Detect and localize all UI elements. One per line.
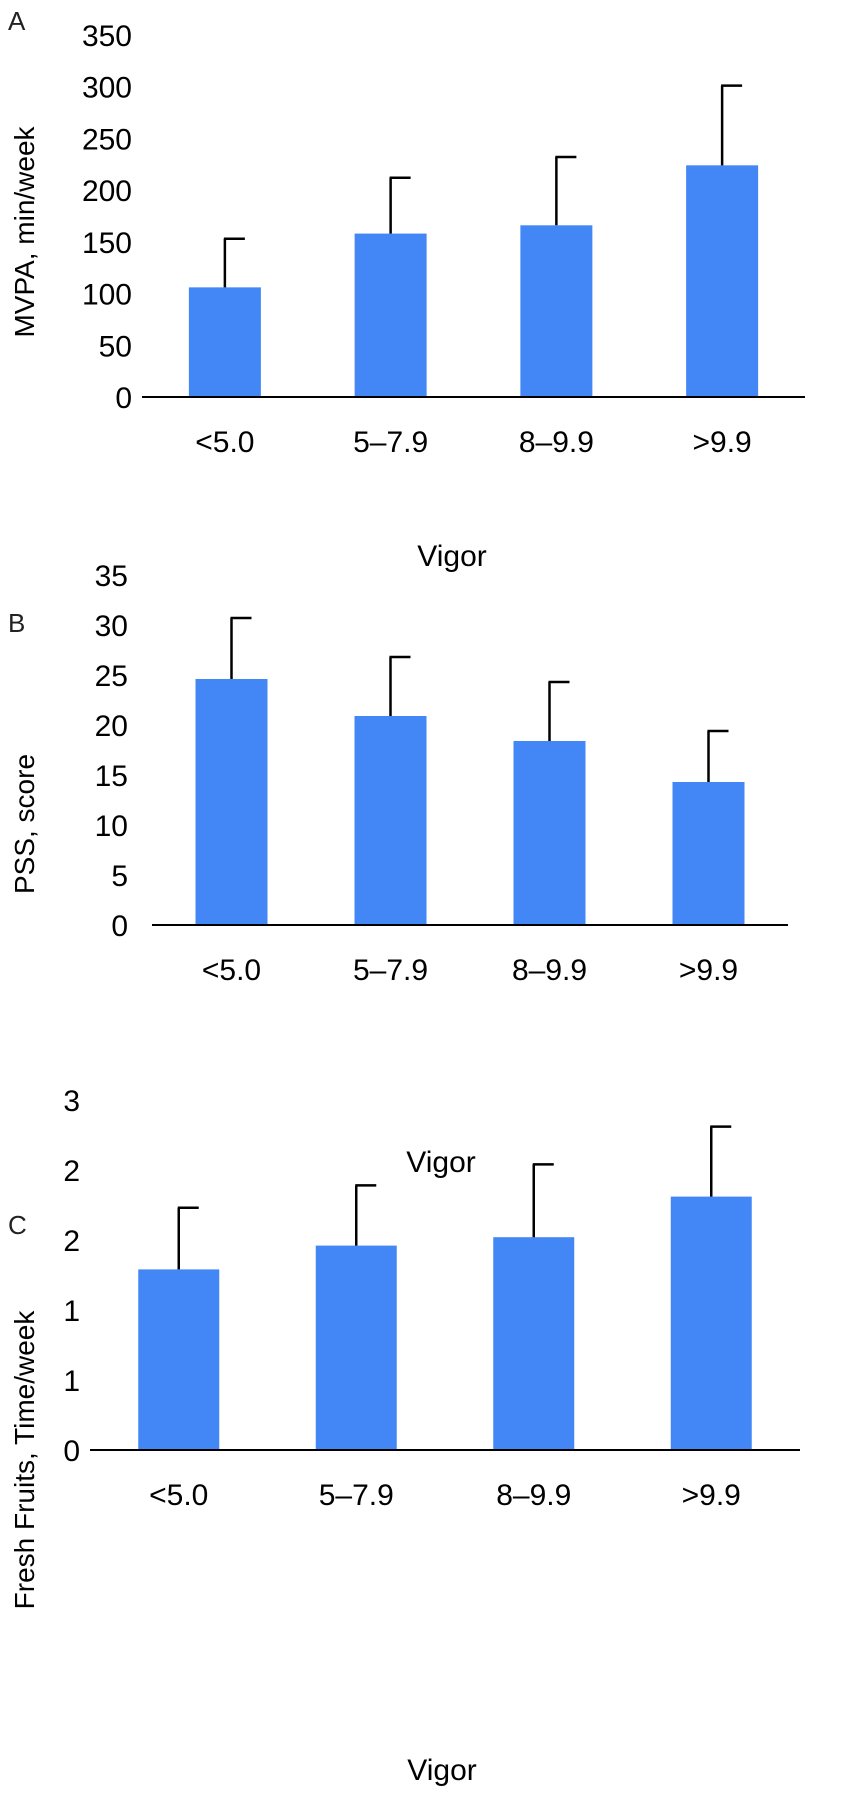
panel-c-x-tick-label: <5.0: [149, 1479, 208, 1512]
panel-c-x-tick-label: 5–7.9: [319, 1479, 394, 1512]
panel-a-x-tick-label: <5.0: [195, 426, 254, 459]
panel-a-y-tick-label: 100: [82, 279, 132, 312]
panel-c: C Fresh Fruits, Time/week Vigor 0 1 1 2 2 3 <5…: [8, 1085, 800, 1787]
panel-b-x-tick-label: <5.0: [202, 954, 261, 987]
panel-a-bar: [686, 165, 759, 397]
panel-a-x-axis-label: Vigor: [417, 540, 487, 573]
panel-c-bar: [315, 1245, 397, 1450]
panel-c-x-axis-label: Vigor: [407, 1754, 477, 1787]
panel-b-y-axis-label: PSS, score: [9, 754, 40, 894]
panel-b-y-tick-label: 25: [95, 660, 128, 693]
panel-b-bar: [513, 741, 586, 925]
panel-a: A MVPA, min/week Vigor 0 50 100 150 200 250 30…: [8, 6, 805, 573]
panel-c-x-tick-label: >9.9: [682, 1479, 741, 1512]
panel-a-letter: A: [8, 6, 26, 36]
panel-b-y-tick-label: 5: [111, 860, 128, 893]
panel-b-bar: [195, 679, 268, 925]
panel-b-y-tick-label: 10: [95, 810, 128, 843]
panel-a-y-tick-label: 150: [82, 227, 132, 260]
panel-c-x-tick-label: 8–9.9: [496, 1479, 571, 1512]
panel-b-x-tick-label: 5–7.9: [353, 954, 428, 987]
panel-a-y-tick-label: 200: [82, 175, 132, 208]
panel-c-y-tick-label: 2: [63, 1155, 80, 1188]
panel-b-bar: [354, 716, 427, 925]
panel-a-bar: [354, 233, 427, 397]
panel-a-y-tick-label: 250: [82, 123, 132, 156]
panel-b-x-tick-label: >9.9: [679, 954, 738, 987]
panel-c-bar: [138, 1269, 220, 1450]
panel-c-bar: [493, 1237, 575, 1450]
panel-c-y-tick-label: 2: [63, 1225, 80, 1258]
panel-b-x-tick-label: 8–9.9: [512, 954, 587, 987]
panel-b-y-tick-label: 30: [95, 610, 128, 643]
panel-a-x-tick-label: >9.9: [693, 426, 752, 459]
panel-b-y-tick-label: 0: [111, 910, 128, 943]
panel-b: B PSS, score Vigor 0 5 10 15 20 25 30 35 <5.0 5–7…: [8, 560, 788, 1179]
panel-c-y-axis-label: Fresh Fruits, Time/week: [9, 1310, 40, 1610]
panel-c-y-tick-label: 1: [63, 1365, 80, 1398]
panel-a-bar: [520, 225, 593, 397]
panel-c-y-tick-label: 1: [63, 1295, 80, 1328]
panel-a-bar: [188, 287, 261, 397]
panel-a-y-tick-label: 300: [82, 72, 132, 105]
panel-b-bar: [672, 782, 745, 925]
panel-c-letter: C: [8, 1210, 27, 1240]
panel-c-y-tick-label: 0: [63, 1435, 80, 1468]
panel-a-x-tick-label: 8–9.9: [519, 426, 594, 459]
panel-a-y-tick-label: 0: [115, 382, 132, 415]
panel-b-letter: B: [8, 608, 25, 638]
panel-a-y-tick-label: 350: [82, 20, 132, 53]
panel-a-y-axis-label: MVPA, min/week: [9, 125, 40, 337]
panel-b-y-tick-label: 15: [95, 760, 128, 793]
panel-b-y-tick-label: 20: [95, 710, 128, 743]
panel-c-y-tick-label: 3: [63, 1085, 80, 1118]
panel-a-y-tick-label: 50: [99, 330, 132, 363]
panel-b-x-axis-label: Vigor: [406, 1146, 476, 1179]
panel-b-y-tick-label: 35: [95, 560, 128, 593]
panel-a-x-tick-label: 5–7.9: [353, 426, 428, 459]
panel-c-bar: [670, 1196, 752, 1450]
